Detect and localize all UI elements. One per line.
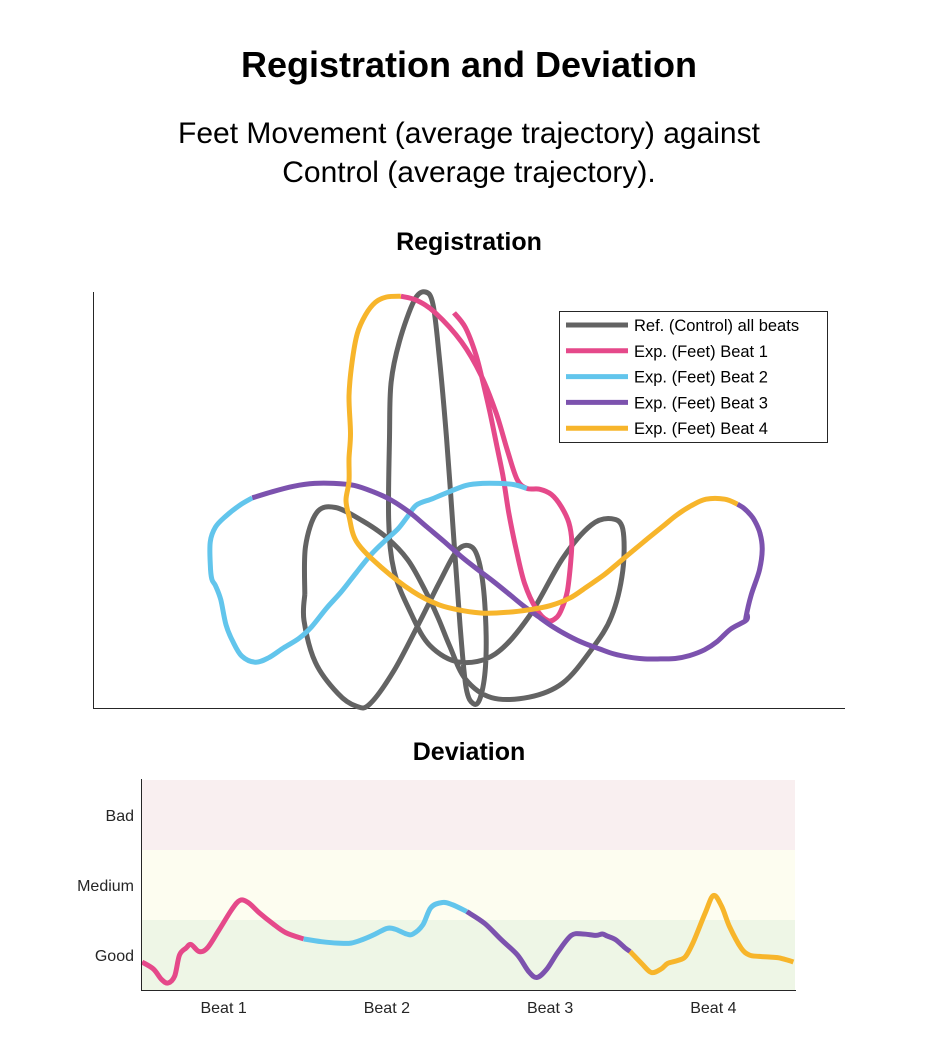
deviation-bands: [142, 780, 795, 990]
registration-title: Registration: [396, 228, 542, 256]
x-tick-label-beat-3: Beat 3: [527, 1000, 573, 1017]
page-subtitle: Feet Movement (average trajectory) again…: [0, 114, 938, 192]
deviation-series-group: [140, 892, 795, 986]
x-tick-label-beat-2: Beat 2: [364, 1000, 410, 1017]
legend-label-exp-feet-beat-2: Exp. (Feet) Beat 2: [634, 369, 768, 387]
x-tick-label-beat-4: Beat 4: [690, 1000, 736, 1017]
page-title: Registration and Deviation: [240, 44, 698, 85]
subtitle-line-2: Control (average trajectory).: [282, 156, 656, 189]
deviation-line-exp-feet-beat-1: [140, 897, 305, 986]
deviation-title: Deviation: [413, 738, 526, 766]
registration-legend: Ref. (Control) all beats Exp. (Feet) Beat…: [559, 311, 828, 443]
deviation-line-exp-feet-beat-3: [465, 909, 632, 980]
deviation-line-exp-feet-beat-4: [628, 892, 795, 976]
registration-line-exp-feet-beat-1: [400, 293, 575, 624]
x-tick-label-beat-1: Beat 1: [200, 1000, 246, 1017]
band-medium: [142, 850, 795, 920]
y-tick-label-good: Good: [95, 948, 134, 965]
subtitle-line-1: Feet Movement (average trajectory) again…: [178, 117, 760, 150]
legend-label-ref-control-all-beats: Ref. (Control) all beats: [634, 317, 799, 335]
legend-label-exp-feet-beat-4: Exp. (Feet) Beat 4: [634, 420, 768, 438]
registration-line-exp-feet-beat-2: [207, 480, 528, 665]
deviation-x-ticks: Beat 1 Beat 2 Beat 3 Beat 4: [200, 1000, 736, 1017]
registration-line-exp-feet-beat-4: [343, 293, 739, 616]
deviation-y-ticks: Good Medium Bad: [77, 808, 134, 965]
registration-series-group: [207, 289, 765, 711]
registration-line-exp-feet-beat-3: [251, 480, 765, 662]
band-bad: [142, 780, 795, 850]
registration-chart: Registration Ref. (Control) all beats Exp…: [93, 228, 845, 711]
legend-label-exp-feet-beat-3: Exp. (Feet) Beat 3: [634, 394, 768, 412]
legend-label-exp-feet-beat-1: Exp. (Feet) Beat 1: [634, 343, 768, 361]
deviation-line-exp-feet-beat-2: [303, 899, 469, 946]
y-tick-label-medium: Medium: [77, 878, 134, 895]
y-tick-label-bad: Bad: [106, 808, 134, 825]
